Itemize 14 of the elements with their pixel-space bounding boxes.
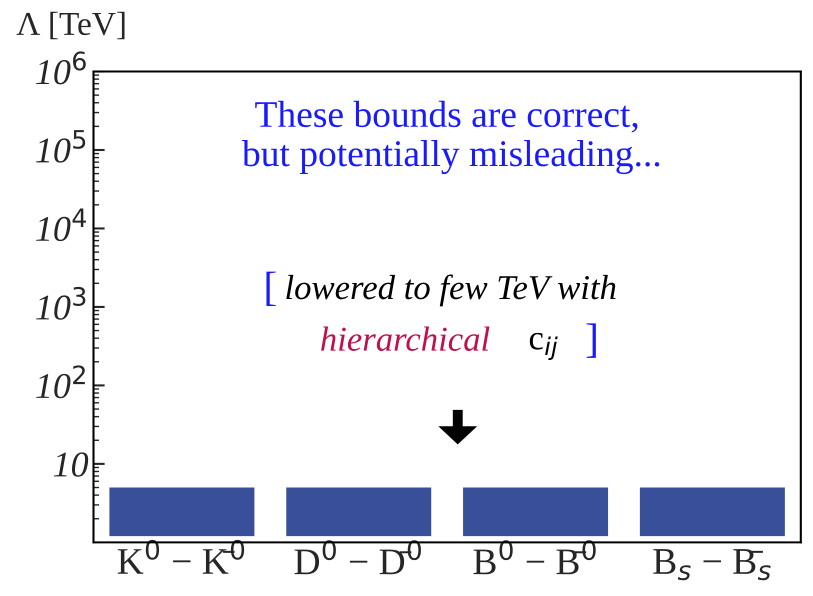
annotation: ] [586,323,596,358]
y-tick-label: 10$^{3}$ [36,286,86,320]
y-tick-label: 10$^{6}$ [36,51,86,84]
annotation: These bounds are correct, but potentially misleading... [242,100,660,174]
annotation: lowered to few TeV with [286,274,616,306]
annotation: c$_{ij}$ [530,332,558,360]
annotation: hierarchical [321,326,490,351]
y-tick-label: 10$^{5}$ [36,130,86,163]
y-axis-title: Λ [TeV] [16,12,125,40]
y-tick-label: 10 [54,452,88,477]
x-tick-label: B$_{s}$ − B̄$_{s}$ [653,549,771,580]
y-tick-label: 10$^{4}$ [36,208,86,242]
y-tick-label: 10$^{2}$ [36,365,85,398]
annotation: [ [266,272,276,306]
